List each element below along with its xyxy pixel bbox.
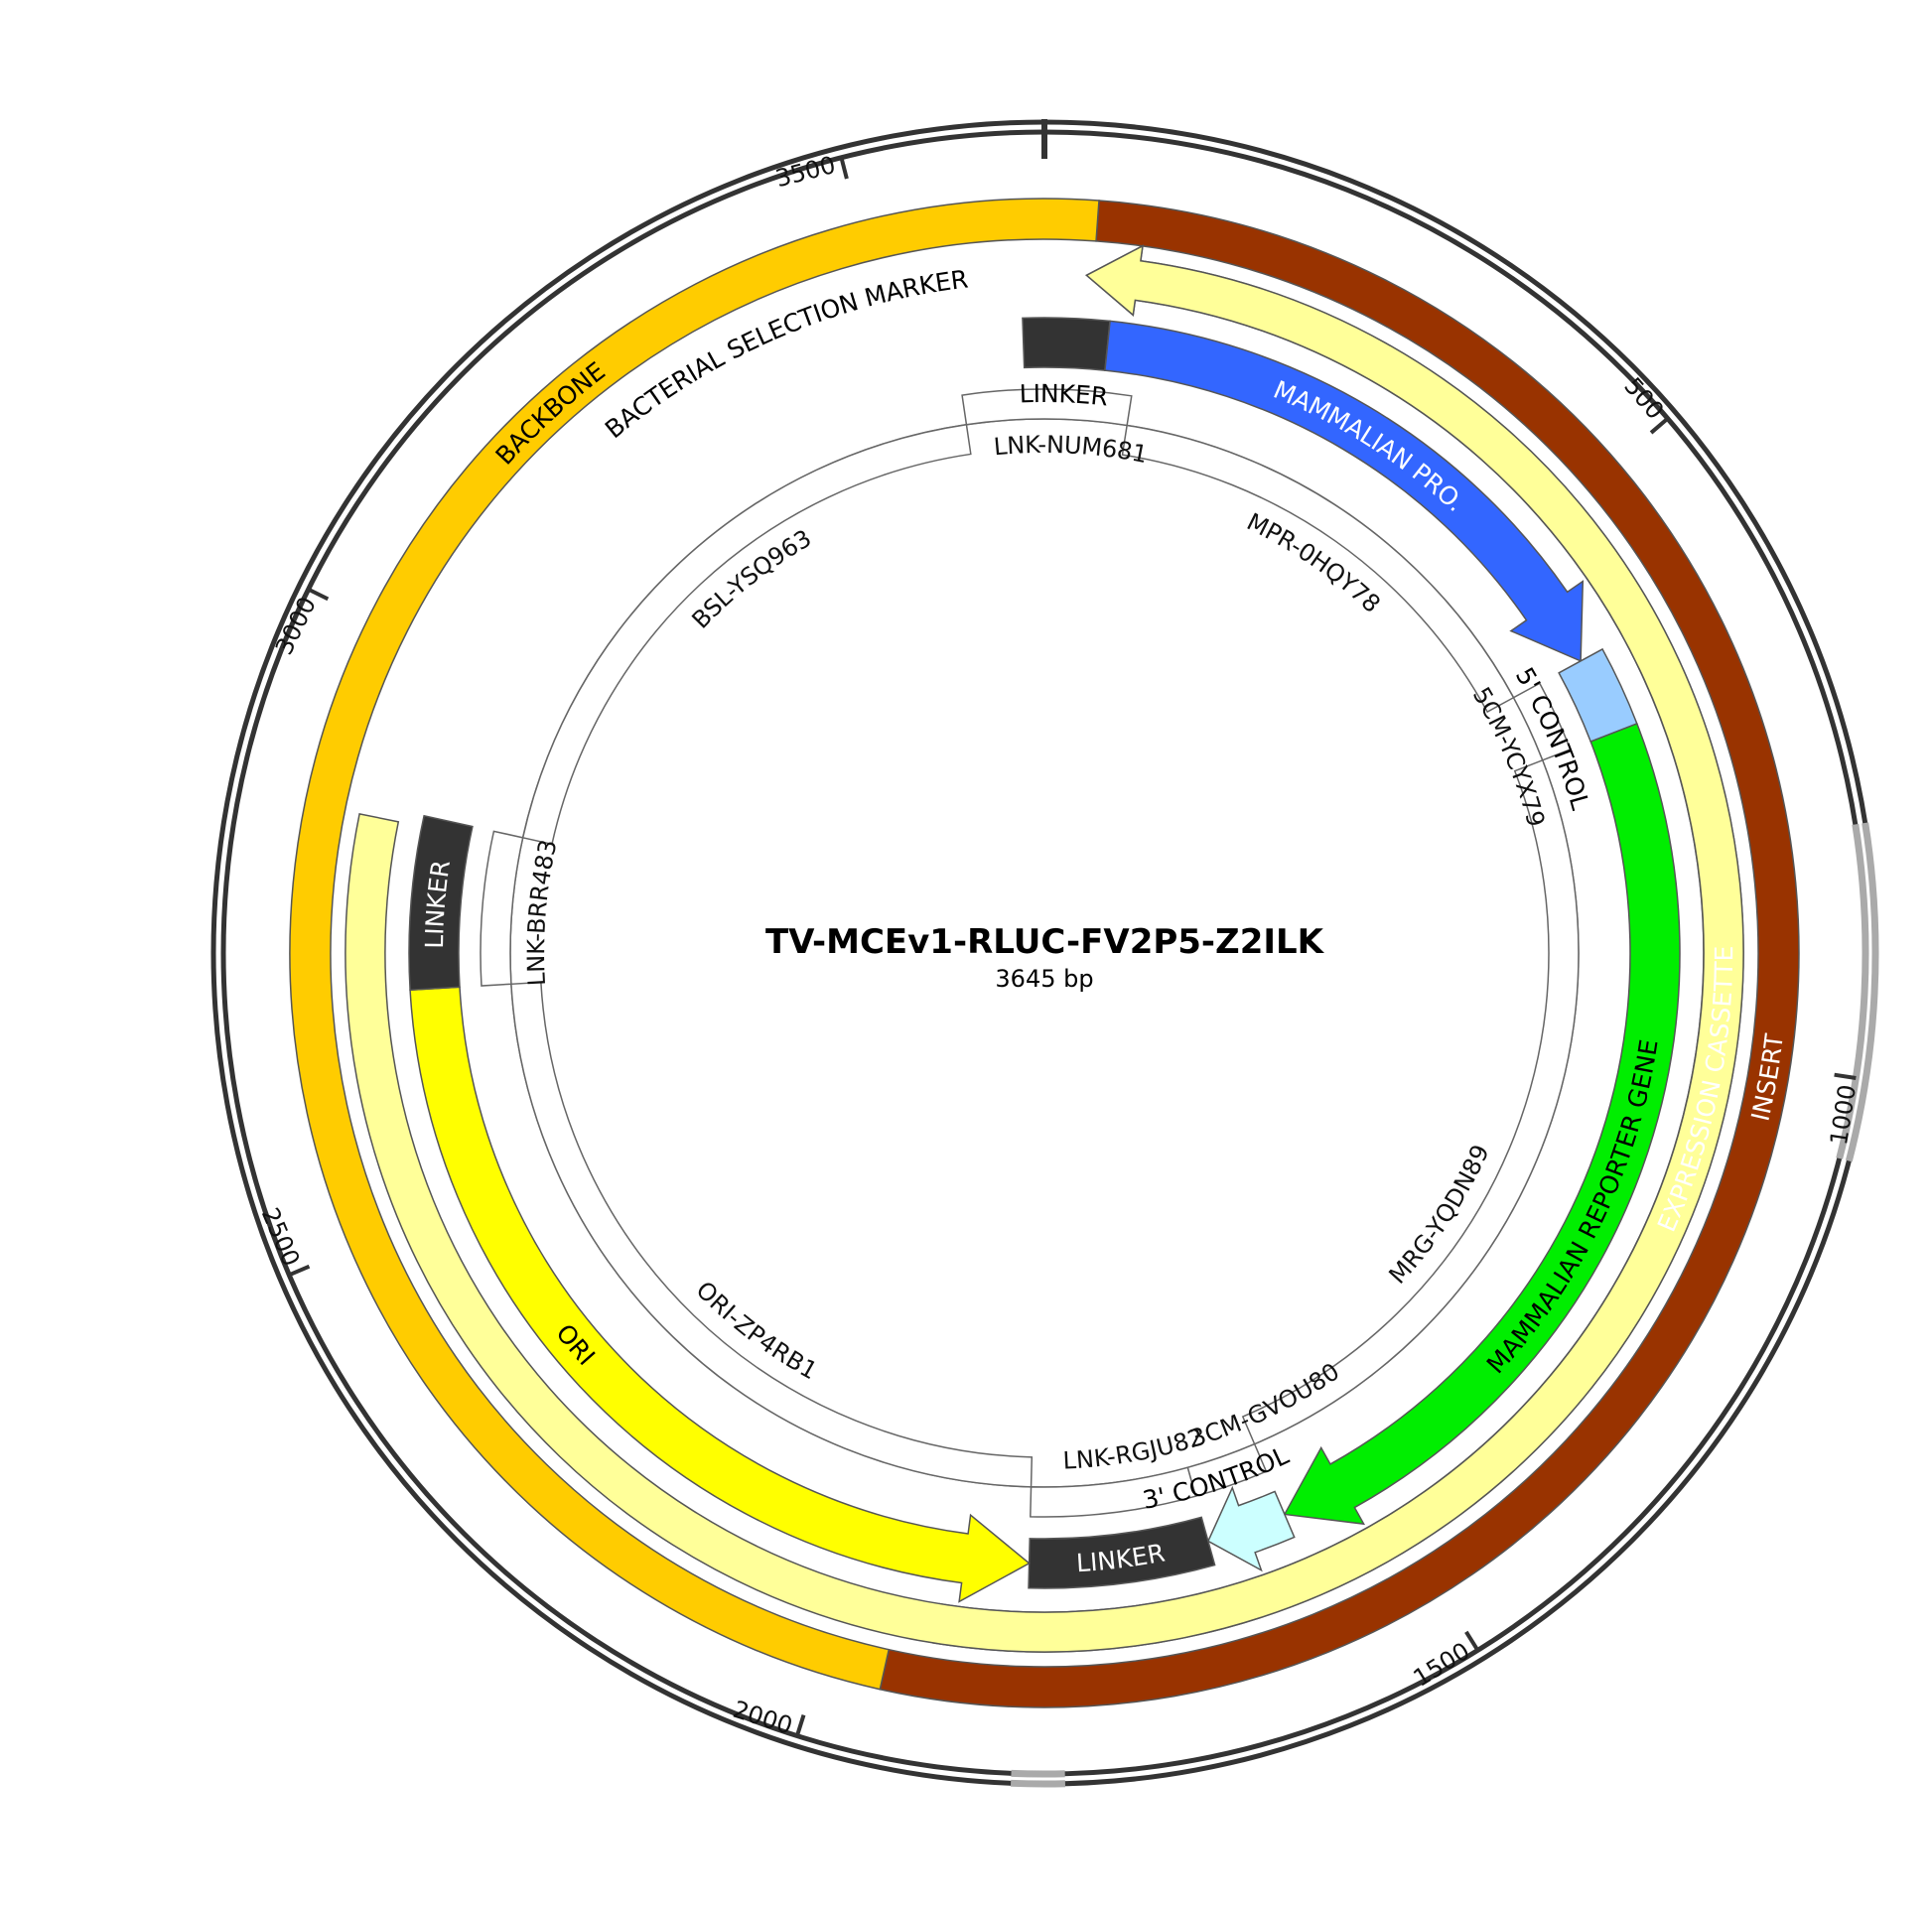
tick-mark — [288, 1264, 311, 1278]
subfeature-box — [510, 981, 1034, 1488]
tick-label: 3500 — [772, 151, 838, 193]
plasmid-length: 3645 bp — [995, 965, 1093, 993]
feature-bacterial-selection-marker — [345, 244, 1744, 1653]
backbone-highlight-outer — [1845, 822, 1879, 1162]
tick-mark — [794, 1714, 806, 1737]
subfeature-ring — [480, 388, 1580, 1518]
feature-three-control — [1206, 1485, 1296, 1572]
backbone-highlight-inner — [1011, 1769, 1065, 1778]
tick-mark — [1649, 417, 1670, 435]
feature-ring — [289, 198, 1800, 1708]
tick-label: 500 — [1618, 372, 1669, 425]
feature-backbone — [289, 198, 1100, 1691]
feature-ori — [409, 986, 1031, 1603]
subfeature-box — [480, 830, 524, 987]
subfeature-box — [1241, 758, 1580, 1445]
tick-mark — [839, 157, 849, 180]
tick-mark — [1464, 1630, 1480, 1652]
backbone-highlight-inner — [1836, 823, 1869, 1159]
tick-label: 3000 — [270, 593, 322, 659]
subfeature-box — [521, 423, 972, 846]
subfeature-label: LNK-RGJU82 — [1062, 1423, 1207, 1475]
backbone-highlight-outer — [1010, 1779, 1066, 1788]
feature-label-backbone: BACKBONE — [489, 356, 611, 471]
feature-mammalian-reporter-gene — [1283, 722, 1681, 1526]
tick-mark — [307, 587, 330, 602]
feature-label-linker-top: LINKER — [1019, 378, 1109, 411]
plasmid-name: TV-MCEv1-RLUC-FV2P5-Z2ILK — [765, 922, 1325, 962]
subfeature-label: LNK-BRR483 — [522, 837, 563, 987]
subfeature-box — [1121, 424, 1515, 714]
feature-linker-top — [1022, 317, 1111, 371]
feature-insert — [879, 200, 1800, 1708]
feature-linker-left — [408, 814, 474, 992]
tick-mark — [1834, 1072, 1857, 1081]
